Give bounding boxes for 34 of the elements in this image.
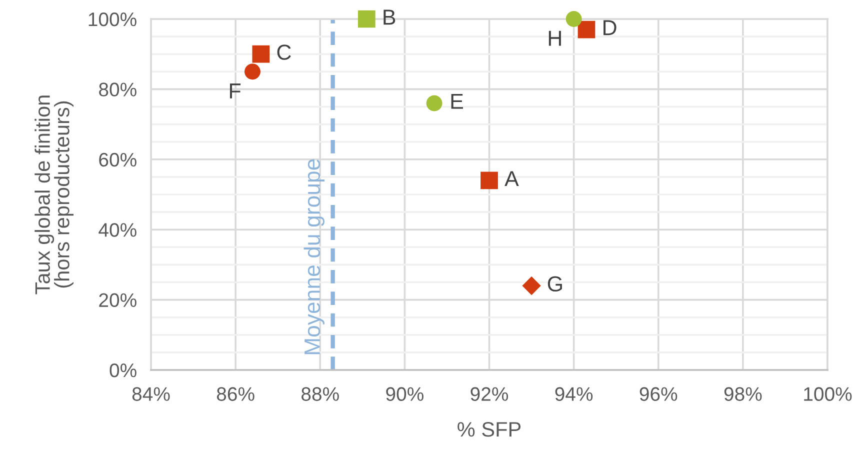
series-label: H [548, 30, 561, 46]
x-tick-label: 94% [555, 387, 593, 401]
x-tick-label: 84% [132, 387, 170, 401]
series-label: B [384, 10, 396, 25]
series-label: F [230, 84, 241, 98]
point [480, 172, 498, 190]
x-tick-label: 96% [640, 387, 678, 401]
point [566, 11, 582, 27]
x-tick-label: 92% [470, 387, 508, 401]
series-label: C [277, 44, 291, 60]
point [426, 95, 442, 112]
y-tick-label: 60% [99, 152, 136, 167]
point [358, 10, 376, 28]
x-tick-label: 88% [302, 387, 339, 401]
point [578, 20, 596, 38]
y-tick-label: 100% [88, 12, 136, 26]
series-label: D [604, 20, 616, 36]
y-tick-label: 20% [99, 293, 136, 308]
y-tick-label: 0% [110, 363, 136, 378]
series-label: A [504, 171, 519, 186]
ref-line-label: Moyenne du groupe [304, 159, 324, 354]
x-tick-label: 86% [216, 387, 254, 401]
x-axis-title: % SFP [458, 422, 521, 437]
y-tick-label: 40% [98, 223, 136, 237]
point [244, 64, 260, 80]
point [522, 276, 541, 296]
series-label: E [451, 94, 463, 109]
point [252, 45, 270, 63]
y-axis-title: Taux global de finition (hors reproducteurs) [34, 96, 74, 294]
y-tick-label: 80% [99, 82, 136, 96]
series-label: G [548, 276, 562, 292]
x-tick-label: 100% [804, 387, 852, 401]
x-tick-label: 90% [386, 387, 424, 401]
x-tick-label: 98% [724, 387, 762, 401]
